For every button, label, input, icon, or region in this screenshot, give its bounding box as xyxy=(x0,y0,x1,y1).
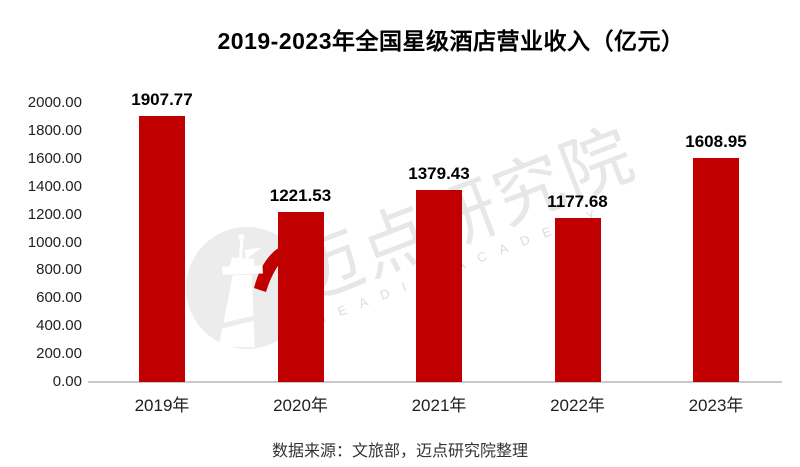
chart-title: 2019-2023年全国星级酒店营业收入（亿元） xyxy=(217,28,685,54)
x-axis-category-label: 2022年 xyxy=(550,396,605,415)
y-axis-tick-label: 200.00 xyxy=(36,345,82,363)
bar-value-label: 1379.43 xyxy=(408,163,470,183)
y-axis-tick-label: 2000.00 xyxy=(27,94,82,111)
bar-value-label: 1177.68 xyxy=(547,191,608,211)
bar xyxy=(277,211,324,382)
bar-value-label: 1608.95 xyxy=(685,131,747,151)
x-axis-category-label: 2020年 xyxy=(273,396,328,415)
y-axis-tick-label: 800.00 xyxy=(36,261,82,279)
source-note: 数据来源：文旅部，迈点研究院整理 xyxy=(271,443,528,460)
bar xyxy=(554,217,601,382)
y-axis-tick-label: 1000.00 xyxy=(27,233,82,251)
y-axis-tick-label: 1200.00 xyxy=(27,205,82,223)
bar xyxy=(416,189,462,382)
x-axis-category-label: 2023年 xyxy=(688,396,744,415)
y-axis-tick-label: 400.00 xyxy=(36,317,82,335)
y-axis-tick-label: 0.00 xyxy=(52,373,82,390)
red-swoosh-icon xyxy=(254,239,318,292)
x-axis-line xyxy=(88,381,782,383)
bar xyxy=(139,115,185,382)
y-axis-tick-label: 1600.00 xyxy=(27,149,82,167)
bar-value-label: 1221.53 xyxy=(269,185,332,205)
x-axis-category-label: 2021年 xyxy=(411,396,467,415)
bar-value-label: 1907.77 xyxy=(131,89,193,109)
y-axis-tick-label: 600.00 xyxy=(36,289,82,307)
x-axis-category-label: 2019年 xyxy=(134,396,190,415)
bar xyxy=(693,157,739,382)
y-axis-tick-label: 1800.00 xyxy=(27,121,82,139)
y-axis-tick-label: 1400.00 xyxy=(27,177,82,195)
tower-icon xyxy=(209,233,268,348)
